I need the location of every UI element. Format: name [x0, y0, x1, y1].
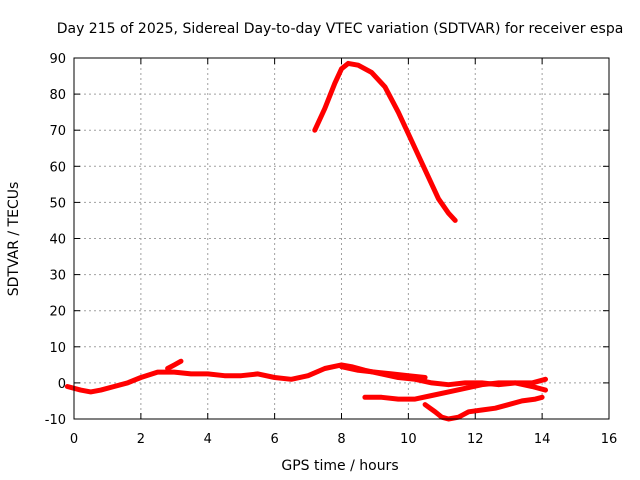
y-tick-label: 0 [58, 377, 66, 392]
y-tick-label: 60 [49, 160, 66, 175]
x-tick-label: 14 [534, 432, 551, 447]
x-tick-label: 8 [337, 432, 345, 447]
y-tick-label: 10 [49, 341, 66, 356]
chart-title: Day 215 of 2025, Sidereal Day-to-day VTE… [57, 21, 624, 37]
y-tick-label: 30 [49, 269, 66, 284]
series-main-track [64, 362, 548, 395]
x-tick-label: 16 [601, 432, 618, 447]
y-tick-label: -10 [45, 413, 66, 428]
series-lower-dip [422, 394, 545, 422]
y-tick-label: 40 [49, 233, 66, 248]
x-axis-label: GPS time / hours [281, 458, 398, 474]
x-tick-label: 2 [137, 432, 145, 447]
x-tick-label: 4 [204, 432, 212, 447]
series-layer [64, 60, 548, 422]
y-tick-label: 50 [49, 196, 66, 211]
axis-ticks: 0 2 4 6 8 10 12 14 16 -10 0 10 20 30 40 50 60 70 80 90 [45, 52, 618, 447]
x-tick-label: 0 [70, 432, 78, 447]
x-tick-label: 6 [270, 432, 278, 447]
y-tick-label: 80 [49, 88, 66, 103]
series-main-track-upper [339, 364, 428, 380]
y-axis-label: SDTVAR / TECUs [6, 182, 22, 297]
series-lower-left-branch [362, 380, 548, 402]
x-tick-label: 12 [467, 432, 484, 447]
y-tick-label: 20 [49, 305, 66, 320]
x-tick-label: 10 [400, 432, 417, 447]
y-tick-label: 90 [49, 52, 66, 67]
y-tick-label: 70 [49, 124, 66, 139]
series-high-arc [312, 60, 458, 223]
grid [74, 58, 609, 419]
series-spike [165, 358, 184, 371]
